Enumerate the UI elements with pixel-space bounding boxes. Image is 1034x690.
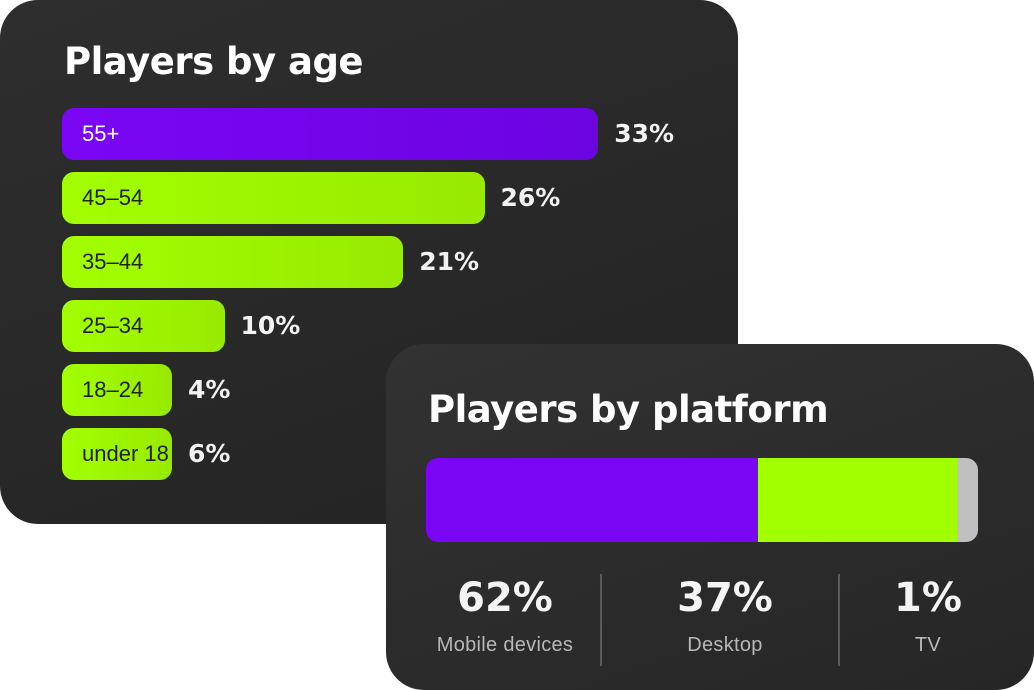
age-bar-label: 18–24 (82, 377, 144, 402)
age-bar-label: 55+ (82, 121, 120, 146)
stat-divider (838, 574, 840, 666)
stat-tv-value: 1% (894, 575, 962, 621)
age-bar: 45–54 (62, 172, 485, 224)
stat-mobile: 62% Mobile devices (410, 572, 600, 660)
age-chart-title: Players by age (64, 40, 364, 83)
stat-mobile-label: Mobile devices (436, 634, 574, 656)
stat-mobile-value: 62% (457, 575, 553, 621)
age-bar: under 18 (62, 428, 172, 480)
age-bar-value: 10% (240, 311, 301, 340)
platform-chart-card: Players by platform 62% Mobile devices 3… (386, 344, 1034, 690)
age-bar: 25–34 (62, 300, 225, 352)
stat-desktop-label: Desktop (687, 634, 763, 656)
stat-desktop-value: 37% (677, 575, 773, 621)
stack-segment-desktop (758, 458, 957, 542)
platform-stacked-bar (426, 458, 978, 542)
stack-segment-tv (956, 458, 978, 542)
age-bar: 18–24 (62, 364, 172, 416)
age-bar-value: 21% (419, 247, 480, 276)
age-bar-label: 45–54 (82, 185, 144, 210)
stat-tv: 1% TV (868, 572, 988, 660)
stat-tv-label: TV (914, 634, 942, 656)
stat-divider (600, 574, 602, 666)
platform-chart-title: Players by platform (428, 388, 829, 431)
age-bar-value: 4% (188, 375, 231, 404)
stack-segment-mobile (426, 458, 759, 542)
age-bar-value: 26% (500, 183, 561, 212)
age-bar: 55+ (62, 108, 599, 160)
age-bar-value: 6% (188, 439, 231, 468)
age-bar-label: 25–34 (82, 313, 144, 338)
age-bar: 35–44 (62, 236, 404, 288)
age-bar-label: 35–44 (82, 249, 144, 274)
stat-desktop: 37% Desktop (630, 572, 820, 660)
age-bar-label: under 18 (82, 441, 169, 466)
age-bar-value: 33% (614, 119, 675, 148)
age-chart-card: Players by age 55+ 33% 45–54 26% 35–44 21% 25–… (0, 0, 738, 524)
